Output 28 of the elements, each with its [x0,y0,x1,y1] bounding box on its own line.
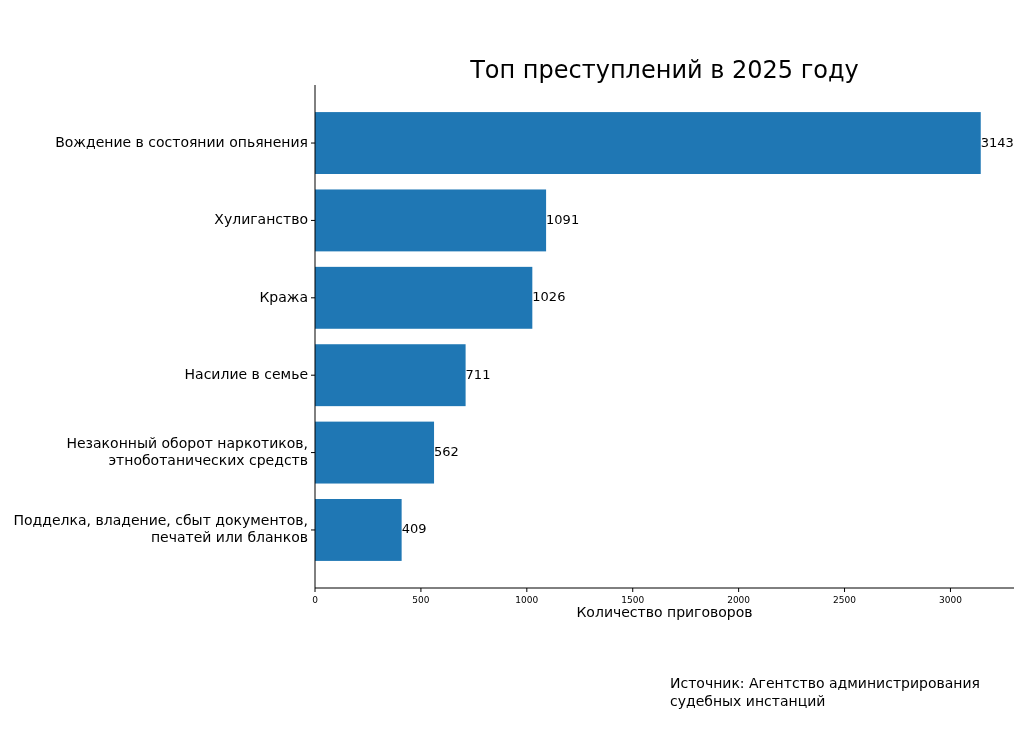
x-tick-label: 3000 [939,595,963,605]
bar [315,344,466,407]
chart-title: Топ преступлений в 2025 году [469,56,859,84]
x-axis-title: Количество приговоров [576,604,753,620]
bar [315,112,981,174]
y-tick-label: Насилие в семье [184,366,308,383]
y-tick-label: Кража [259,288,308,305]
y-tick-label: Хулиганство [214,211,308,228]
data-label: 1091 [546,211,580,227]
bar [315,421,435,484]
bar [315,499,402,561]
x-tick-label: 2000 [727,595,751,605]
data-label: 1026 [532,289,566,305]
x-tick-label: 2500 [833,595,857,605]
x-tick-label: 1000 [515,595,539,605]
x-tick-label: 0 [312,595,319,605]
y-tick-label: Подделка, владение, сбыт документов, печатей или бланков [13,512,308,546]
data-label: 562 [434,444,459,460]
text: Источник: Агентство администрирования судебных инстанций [670,675,980,709]
y-tick-label: Незаконный оборот наркотиков, этноботанических средств [66,435,308,469]
data-label: 3143 [980,134,1014,150]
data-label: 711 [465,366,491,382]
y-tick-label: Вождение в состоянии опьянения [55,134,308,151]
x-tick-label: 500 [412,595,430,605]
x-tick-label: 1500 [621,595,645,605]
bar [315,266,533,329]
data-label: 409 [401,521,427,537]
bar [315,189,547,252]
